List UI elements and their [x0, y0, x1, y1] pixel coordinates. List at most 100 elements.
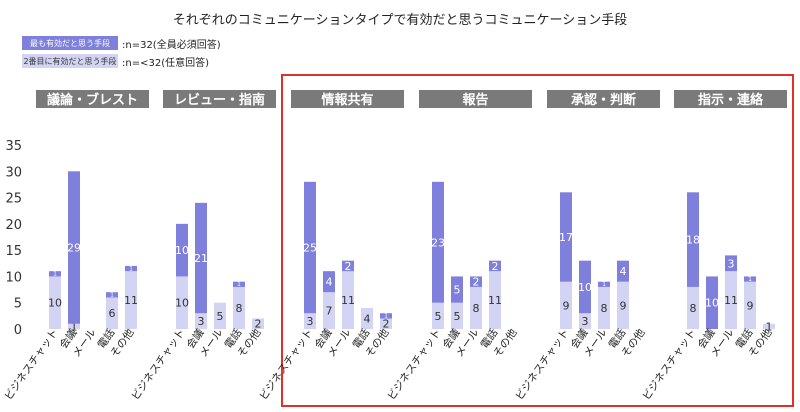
bar-secondary-label: 1 [71, 320, 78, 333]
y-tick-label: 30 [5, 165, 22, 180]
bar-primary [725, 255, 737, 272]
x-tick-label: ビジネスチャット [641, 327, 699, 403]
bar-primary-label: 10 [175, 244, 189, 257]
legend-note-secondary: :n=<32(任意回答) [122, 57, 209, 69]
bar-secondary [195, 313, 207, 329]
bar-primary-label: 3 [728, 257, 735, 270]
bar-secondary [214, 302, 226, 329]
bar-primary-label: 1 [129, 265, 133, 272]
y-tick-label: 35 [5, 139, 22, 154]
bar-primary-label: 25 [303, 242, 317, 255]
bar-secondary-label: 1 [766, 320, 773, 333]
bar-primary [233, 281, 245, 287]
bar-secondary [342, 271, 354, 329]
group-header-label: 情報共有 [321, 92, 373, 108]
bar-secondary-label: 2 [255, 318, 262, 331]
bar-secondary [432, 302, 444, 329]
group-header-label: 承認・判断 [571, 92, 636, 108]
bar-secondary [579, 313, 591, 329]
bar-secondary [489, 271, 501, 329]
group-header [547, 90, 660, 108]
bar-secondary-label: 8 [236, 302, 243, 315]
bar-primary-label: 1 [110, 292, 114, 299]
group-header [419, 90, 532, 108]
group-header-label: 報告 [462, 92, 488, 108]
group-header [163, 90, 276, 108]
bar-primary [342, 260, 354, 272]
bar-primary-label: 1 [53, 271, 57, 278]
bar-secondary [304, 313, 316, 329]
x-tick-label: ビジネスチャット [130, 327, 188, 403]
bar-secondary-label: 11 [724, 294, 738, 307]
bar-primary-label: 17 [559, 231, 573, 244]
bar-secondary-label: 11 [488, 294, 502, 307]
group-header [291, 90, 404, 108]
bar-primary-label: 5 [454, 284, 461, 297]
bar-primary [451, 276, 463, 303]
bar-primary [125, 265, 137, 272]
y-tick-label: 10 [5, 270, 22, 285]
bar-primary [687, 192, 699, 287]
bar-secondary [744, 281, 756, 329]
group-header [674, 90, 787, 108]
bar-secondary-label: 3 [582, 315, 589, 328]
chart-title: それぞれのコミュニケーションタイプで有効だと思うコミュニケーション手段 [172, 13, 628, 28]
bar-primary-label: 2 [492, 260, 499, 273]
bar-secondary-label: 9 [563, 299, 570, 312]
bar-secondary-label: 10 [175, 297, 189, 310]
bar-secondary [68, 323, 80, 329]
bar-primary-label: 10 [705, 297, 719, 310]
legend-swatch-secondary: 2番目に有効だと思う手段 [22, 54, 118, 68]
bar-primary [176, 223, 188, 277]
bar-secondary-label: 3 [307, 315, 314, 328]
bar-secondary [380, 318, 392, 329]
bar-secondary [617, 281, 629, 329]
bar-secondary [233, 286, 245, 329]
bar-secondary [763, 323, 775, 329]
x-tick-label: ビジネスチャット [258, 327, 316, 403]
bar-secondary [176, 276, 188, 329]
bar-primary [579, 260, 591, 314]
bar-secondary-label: 8 [473, 302, 480, 315]
bar-primary-label: 1 [748, 276, 752, 283]
y-tick-label: 25 [5, 192, 22, 207]
group-header [36, 90, 149, 108]
bar-primary-label: 4 [620, 265, 627, 278]
bar-secondary [687, 286, 699, 329]
bar-primary [380, 313, 392, 319]
group-header-label: 議論・ブレスト [47, 92, 138, 108]
bar-primary [617, 260, 629, 282]
bar-primary-label: 2 [473, 276, 480, 289]
y-tick-label: 15 [5, 244, 22, 259]
bar-secondary [725, 271, 737, 329]
x-tick-label: ビジネスチャット [386, 327, 444, 403]
y-tick-label: 0 [14, 323, 22, 338]
bar-secondary [470, 286, 482, 329]
bar-primary-label: 21 [194, 252, 208, 265]
bar-primary-label: 2 [345, 260, 352, 273]
x-tick-label: ビジネスチャット [3, 327, 61, 403]
bar-secondary-label: 6 [109, 307, 116, 320]
bar-secondary-label: 5 [217, 310, 224, 323]
bar-primary [706, 276, 718, 329]
bar-secondary [451, 302, 463, 329]
bar-secondary-label: 3 [198, 315, 205, 328]
bar-primary-label: 1 [237, 281, 241, 288]
bar-primary [744, 276, 756, 282]
bar-secondary [598, 286, 610, 329]
bar-secondary-label: 5 [435, 310, 442, 323]
bar-primary-label: 1 [602, 281, 606, 288]
y-tick-label: 5 [14, 297, 22, 312]
bar-secondary-label: 11 [124, 294, 138, 307]
bar-secondary-label: 8 [690, 302, 697, 315]
bar-secondary [560, 281, 572, 329]
bar-primary [106, 292, 118, 298]
legend-swatch-primary: 最も有効だと思う手段 [22, 36, 118, 50]
bar-primary [304, 181, 316, 314]
bar-secondary [252, 318, 264, 329]
bar-primary [560, 192, 572, 282]
bar-secondary-label: 11 [341, 294, 355, 307]
bar-primary [195, 202, 207, 314]
bar-secondary [323, 292, 335, 329]
